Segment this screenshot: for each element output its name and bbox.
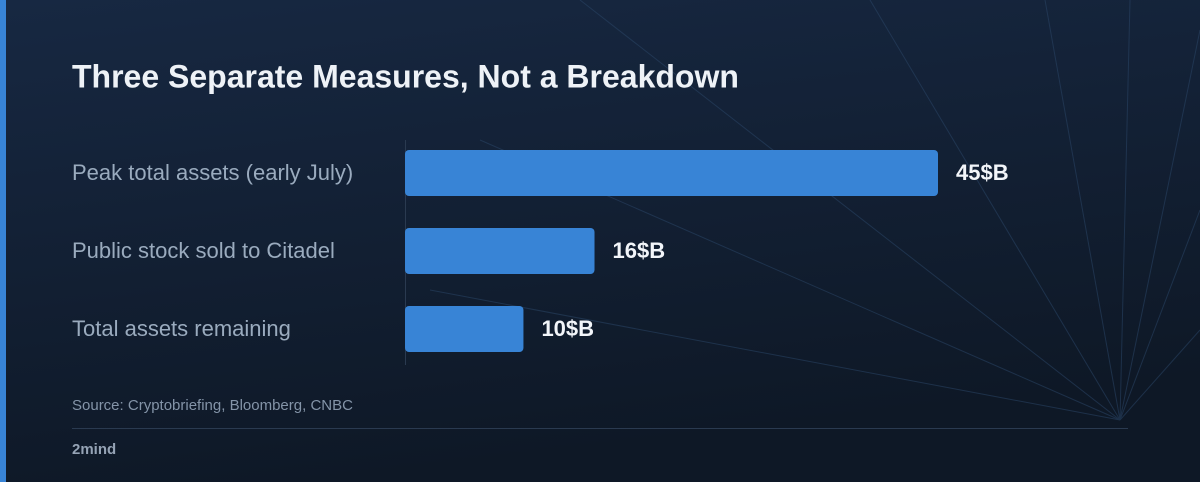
bar [405, 306, 524, 352]
value-label: 16$B [613, 238, 666, 263]
value-label: 10$B [541, 316, 594, 341]
bar [405, 228, 595, 274]
category-label: Total assets remaining [72, 316, 291, 341]
brand: 2mind [72, 441, 116, 458]
bar [405, 150, 938, 196]
decorative-rays [429, 0, 1200, 421]
category-label: Peak total assets (early July) [72, 160, 353, 185]
source-note: Source: Cryptobriefing, Bloomberg, CNBC [72, 397, 353, 414]
category-label: Public stock sold to Citadel [72, 238, 335, 263]
accent-bar [0, 0, 6, 482]
value-label: 45$B [956, 160, 1009, 185]
chart-title: Three Separate Measures, Not a Breakdown [72, 58, 739, 94]
